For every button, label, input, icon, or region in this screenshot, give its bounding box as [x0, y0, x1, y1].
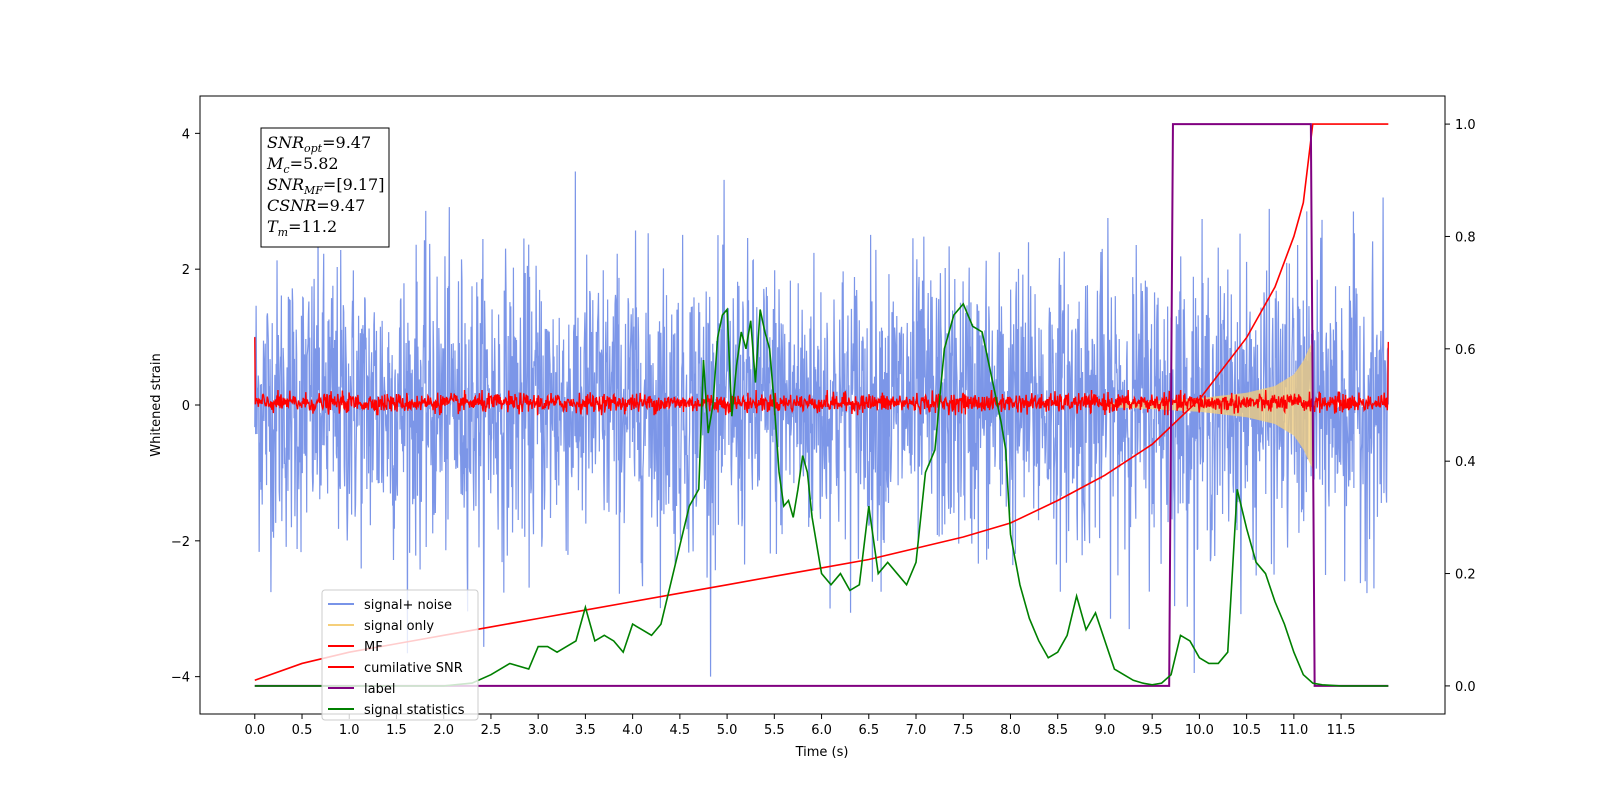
annotation-line: SNRMF=[9.17]	[267, 175, 384, 197]
annotation-line: Mc=5.82	[266, 154, 339, 176]
x-tick-label: 8.5	[1047, 723, 1068, 738]
x-tick-label: 5.5	[764, 723, 785, 738]
x-tick-label: 10.5	[1232, 723, 1261, 738]
y-tick-label: −4	[171, 671, 190, 686]
annotation-frame	[260, 127, 390, 248]
x-tick-label: 4.0	[622, 723, 643, 738]
x-tick-label: 8.0	[1000, 723, 1021, 738]
legend-label: cumilative SNR	[364, 661, 463, 676]
y-tick-label: −2	[171, 535, 190, 550]
annotation-line: SNRopt=9.47	[267, 133, 371, 155]
y-tick-label: 2	[182, 263, 190, 278]
legend-label: signal+ noise	[364, 598, 452, 613]
x-tick-label: 9.0	[1095, 723, 1116, 738]
x-tick-label: 5.0	[717, 723, 738, 738]
legend-label: signal only	[364, 619, 434, 634]
x-tick-label: 3.0	[528, 723, 549, 738]
axes-ticks: 0.0 0.5 1.0 1.5 2.0 2.5 3.0 3.5 4.0 4.5 5.0 5.5 6.0 6…	[171, 118, 1476, 738]
y2-tick-label: 0.4	[1455, 455, 1476, 470]
y2-tick-label: 0.2	[1455, 568, 1476, 583]
x-tick-label: 6.0	[811, 723, 832, 738]
legend-label: MF	[364, 640, 383, 655]
legend-label: signal statistics	[364, 703, 465, 718]
x-tick-label: 10.0	[1185, 723, 1214, 738]
x-tick-label: 2.0	[433, 723, 454, 738]
y2-tick-label: 0.0	[1455, 680, 1476, 695]
legend: signal+ noise signal only MF cumilative SNR…	[321, 589, 479, 721]
x-tick-label: 0.0	[244, 723, 265, 738]
x-tick-label: 1.5	[386, 723, 407, 738]
x-tick-label: 7.5	[953, 723, 974, 738]
series-signal-noise	[254, 171, 1389, 677]
x-tick-label: 1.0	[339, 723, 360, 738]
series-mf	[254, 337, 1390, 416]
series-label	[254, 123, 1389, 687]
x-tick-label: 0.5	[292, 723, 313, 738]
x-tick-label: 7.0	[906, 723, 927, 738]
y-axis-label: Whitened strain	[149, 353, 164, 456]
y2-tick-label: 0.6	[1455, 343, 1476, 358]
x-tick-label: 6.5	[858, 723, 879, 738]
legend-label: label	[364, 682, 395, 697]
y-tick-label: 4	[182, 127, 190, 142]
x-tick-label: 11.0	[1279, 723, 1308, 738]
x-tick-label: 11.5	[1327, 723, 1356, 738]
legend-frame	[321, 589, 479, 721]
x-tick-label: 3.5	[575, 723, 596, 738]
x-tick-label: 9.5	[1142, 723, 1163, 738]
series-signal-statistics	[254, 302, 1389, 687]
annotation-line: Tm=11.2	[267, 217, 337, 239]
x-tick-label: 4.5	[670, 723, 691, 738]
annotation-line: CSNR=9.47	[267, 196, 365, 215]
x-axis-label: Time (s)	[795, 745, 849, 760]
y2-tick-label: 1.0	[1455, 118, 1476, 133]
y-tick-label: 0	[182, 399, 190, 414]
y2-tick-label: 0.8	[1455, 230, 1476, 245]
x-tick-label: 2.5	[481, 723, 502, 738]
